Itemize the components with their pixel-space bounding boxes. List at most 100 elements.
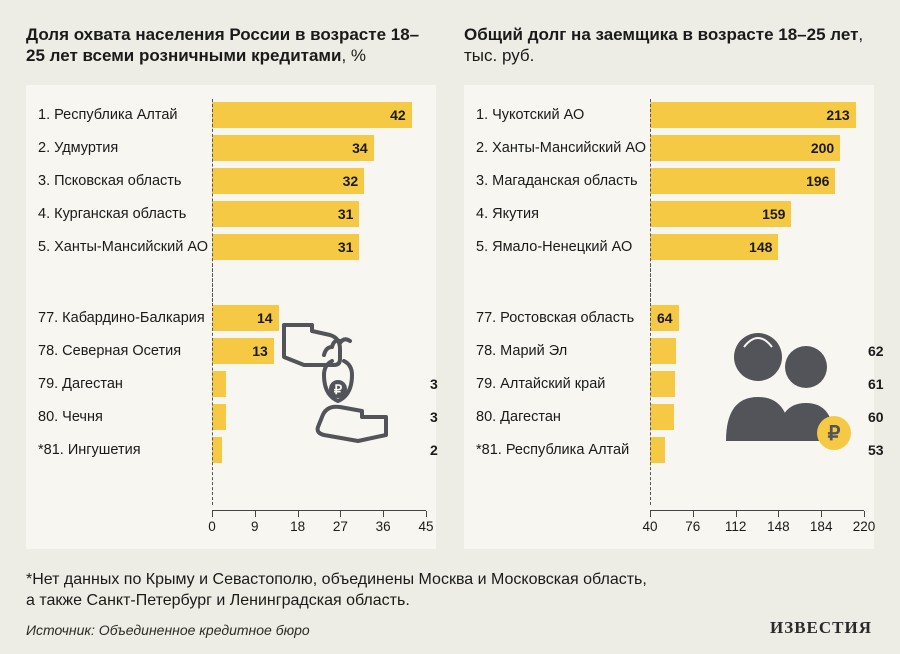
bar-area: 61 — [650, 368, 862, 401]
bar-area: 159 — [650, 198, 862, 231]
bar-label: 4. Якутия — [476, 206, 650, 222]
bar: 31 — [212, 234, 359, 260]
bar-row: 78. Марий Эл62 — [476, 335, 862, 368]
x-ticks — [650, 511, 864, 517]
bar-row: *81. Республика Алтай53 — [476, 434, 862, 467]
bar-value: 3 — [430, 376, 438, 392]
bar: 42 — [212, 102, 412, 128]
right-chart-title: Общий долг на заемщика в возрасте 18–25 … — [464, 24, 874, 67]
bar-value: 200 — [811, 140, 834, 156]
right-title-main: Общий долг на заемщика в возрасте 18–25 … — [464, 25, 858, 44]
bar-value: 62 — [868, 343, 884, 359]
gap — [650, 264, 862, 302]
bar-row: 3. Псковская область32 — [38, 165, 424, 198]
bar-area: 31 — [212, 198, 424, 231]
y-axis — [212, 99, 213, 505]
bar-value: 60 — [868, 409, 884, 425]
bar-label: 77. Ростовская область — [476, 310, 650, 326]
bar-row: 78. Северная Осетия 13 — [38, 335, 424, 368]
bar: 62 — [650, 338, 676, 364]
bar-area: 213 — [650, 99, 862, 132]
footnote: *Нет данных по Крыму и Севастополю, объе… — [26, 569, 874, 612]
bar-value: 42 — [390, 107, 406, 123]
bar-area: 60 — [650, 401, 862, 434]
tick-label: 112 — [725, 519, 747, 534]
bar-area: 200 — [650, 132, 862, 165]
tick-label: 40 — [642, 519, 657, 534]
bar-area: 62 — [650, 335, 862, 368]
x-ticks — [212, 511, 426, 517]
bar-value: 31 — [338, 239, 354, 255]
bar: 53 — [650, 437, 665, 463]
bar: 159 — [650, 201, 791, 227]
bar-row: 2. Ханты-Мансийский АО200 — [476, 132, 862, 165]
x-tick-labels: 4076112148184220 — [650, 519, 864, 537]
bar-label: 5. Ямало-Ненецкий АО — [476, 239, 650, 255]
bar-label: 79. Алтайский край — [476, 376, 650, 392]
bar-label: 77. Кабардино-Балкария — [38, 310, 212, 326]
bar-value: 2 — [430, 442, 438, 458]
tick-label: 0 — [208, 519, 216, 534]
logo: ИЗВЕСТИЯ — [770, 618, 872, 638]
bar: 148 — [650, 234, 778, 260]
y-axis — [650, 99, 651, 505]
charts-container: Доля охвата населения России в возрасте … — [26, 24, 874, 549]
bar-label: 78. Северная Осетия — [38, 343, 212, 359]
bar-value: 159 — [762, 206, 785, 222]
bar-label: 5. Ханты-Мансийский АО — [38, 239, 212, 255]
left-chart: Доля охвата населения России в возрасте … — [26, 24, 436, 549]
bar: 196 — [650, 168, 835, 194]
tick-label: 76 — [685, 519, 700, 534]
bar-row: 4. Курганская область 31 — [38, 198, 424, 231]
bar-label: 1. Чукотский АО — [476, 107, 650, 123]
bar: 60 — [650, 404, 674, 430]
bar: 34 — [212, 135, 374, 161]
bar-row: 5. Ямало-Ненецкий АО 148 — [476, 231, 862, 264]
tick-label: 27 — [333, 519, 348, 534]
tick-label: 18 — [290, 519, 305, 534]
tick-label: 148 — [767, 519, 790, 534]
bar: 13 — [212, 338, 274, 364]
left-chart-title: Доля охвата населения России в возрасте … — [26, 24, 436, 67]
bar-value: 32 — [343, 173, 359, 189]
bar-row: 80. Дагестан60 — [476, 401, 862, 434]
bar-label: 4. Курганская область — [38, 206, 212, 222]
bar: 213 — [650, 102, 856, 128]
bar-value: 148 — [749, 239, 772, 255]
tick-label: 184 — [810, 519, 833, 534]
bar-area: 3 — [212, 368, 424, 401]
gap — [212, 264, 424, 302]
footnote-line1: *Нет данных по Крыму и Севастополю, объе… — [26, 569, 874, 591]
bar-area: 64 — [650, 302, 862, 335]
bar-label: 1. Республика Алтай — [38, 107, 212, 123]
bar-label: *81. Республика Алтай — [476, 442, 650, 458]
bar-label: 80. Чечня — [38, 409, 212, 425]
bar-area: 42 — [212, 99, 424, 132]
bar-value: 3 — [430, 409, 438, 425]
bar-value: 13 — [252, 343, 268, 359]
bar-row: 5. Ханты-Мансийский АО 31 — [38, 231, 424, 264]
bar-label: 80. Дагестан — [476, 409, 650, 425]
bar: 3 — [212, 404, 226, 430]
bar-area: 34 — [212, 132, 424, 165]
bar: 2 — [212, 437, 222, 463]
bar-row: 77. Кабардино-Балкария14 — [38, 302, 424, 335]
bar-value: 31 — [338, 206, 354, 222]
bar: 64 — [650, 305, 679, 331]
bar-value: 53 — [868, 442, 884, 458]
bar-value: 196 — [806, 173, 829, 189]
bar-row: 77. Ростовская область64 — [476, 302, 862, 335]
bar-area: 2 — [212, 434, 424, 467]
right-chart: Общий долг на заемщика в возрасте 18–25 … — [464, 24, 874, 549]
footnote-line2: а также Санкт-Петербург и Ленинградская … — [26, 590, 874, 612]
bar: 31 — [212, 201, 359, 227]
bar-row: *81. Ингушетия2 — [38, 434, 424, 467]
bar-area: 148 — [650, 231, 862, 264]
bar-value: 61 — [868, 376, 884, 392]
bar-row: 4. Якутия 159 — [476, 198, 862, 231]
bar-row: 1. Чукотский АО213 — [476, 99, 862, 132]
tick-label: 9 — [251, 519, 259, 534]
bar-row: 1. Республика Алтай 42 — [38, 99, 424, 132]
bar-area: 31 — [212, 231, 424, 264]
tick-label: 45 — [418, 519, 433, 534]
